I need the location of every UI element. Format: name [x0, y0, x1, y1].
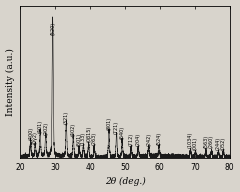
- Text: (520): (520): [50, 22, 55, 35]
- Text: (321): (321): [64, 111, 69, 124]
- Text: (202): (202): [43, 122, 48, 135]
- Text: (640): (640): [120, 126, 125, 139]
- Text: (563): (563): [204, 135, 208, 148]
- Text: (1034): (1034): [188, 132, 193, 148]
- Y-axis label: Intensity (a.u.): Intensity (a.u.): [6, 48, 15, 116]
- Text: (0γ2): (0γ2): [33, 131, 38, 144]
- Text: (712): (712): [129, 133, 134, 146]
- Text: (601): (601): [77, 133, 82, 146]
- Text: (052): (052): [221, 137, 226, 150]
- Text: (801): (801): [106, 117, 111, 130]
- Text: (263): (263): [92, 132, 97, 145]
- Text: (721): (721): [114, 121, 119, 134]
- Text: (400): (400): [28, 127, 33, 140]
- Text: (242): (242): [146, 133, 151, 146]
- Text: (402): (402): [71, 123, 76, 136]
- Text: (204): (204): [136, 133, 141, 146]
- Text: (001): (001): [193, 137, 198, 150]
- Text: (260): (260): [209, 135, 214, 148]
- Text: (133): (133): [81, 132, 86, 145]
- Text: (401): (401): [38, 120, 43, 133]
- Text: (244): (244): [216, 137, 221, 150]
- Text: (524): (524): [157, 132, 162, 145]
- Text: (0β15): (0β15): [86, 126, 91, 142]
- X-axis label: 2θ (deg.): 2θ (deg.): [105, 177, 145, 186]
